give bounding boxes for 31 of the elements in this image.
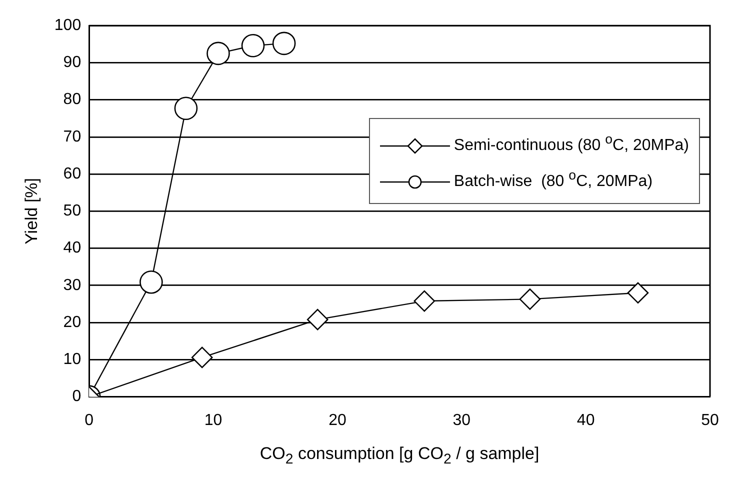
- x-tick-label: 0: [84, 412, 94, 429]
- point: [140, 270, 163, 294]
- y-tick-label: 70: [63, 128, 82, 146]
- x-tick-label: 30: [452, 412, 471, 429]
- point: [191, 346, 213, 368]
- y-tick-label: 20: [63, 314, 82, 331]
- y-tick-label: 0: [72, 388, 82, 406]
- point: [306, 308, 328, 330]
- x-tick-label: 50: [701, 412, 719, 429]
- y-tick-label: 30: [63, 276, 82, 294]
- point: [519, 288, 541, 310]
- y-tick-label: 50: [63, 202, 82, 220]
- x-tick-label: 20: [328, 412, 346, 429]
- point: [272, 32, 296, 56]
- y-tick-label: 100: [54, 17, 82, 34]
- y-tick-label: 40: [63, 240, 82, 257]
- y-axis-title: Yield [%]: [22, 178, 41, 244]
- y-tick-label: 60: [63, 165, 82, 182]
- point: [206, 42, 230, 66]
- y-tick-label: 80: [63, 91, 82, 108]
- legend-label: Semi-continuous (80 $^{o}$C, 20MPa): [454, 132, 689, 154]
- x-tick-label: 10: [204, 412, 222, 429]
- point: [241, 34, 265, 58]
- point: [174, 96, 198, 120]
- y-tick-label: 90: [63, 54, 82, 72]
- legend-label: Batch-wise (80 $^{o}$C, 20MPa): [454, 168, 653, 190]
- point: [414, 290, 436, 312]
- x-tick-label: 40: [576, 412, 595, 429]
- x-axis-title: CO$_{2}$ consumption [g CO$_{2}$ / g sample]: [258, 444, 540, 468]
- point: [627, 282, 649, 304]
- y-tick-label: 10: [63, 351, 82, 368]
